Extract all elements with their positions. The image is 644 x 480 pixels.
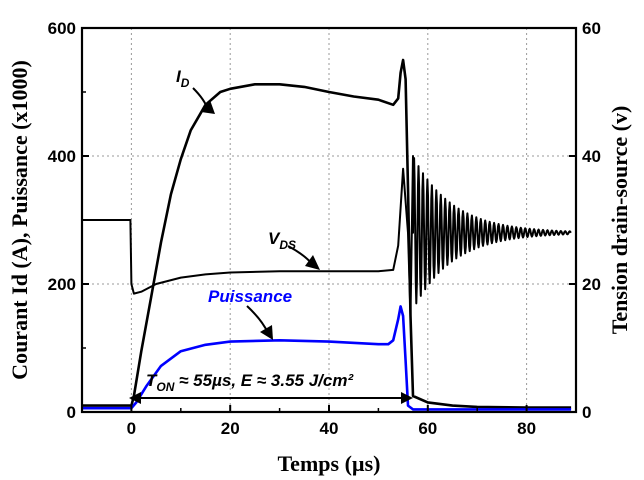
x-tick-label: 0 [127,419,136,438]
power-arrow-head [260,325,273,340]
y-right-axis-title: Tension drain-source (v) [607,106,632,335]
y-right-tick-label: 40 [582,147,601,166]
id-arrow-head [201,100,215,114]
y-right-tick-label: 60 [582,19,601,38]
ton-label: TON ≈ 55µs, E ≈ 3.55 J/cm² [146,371,354,394]
x-axis-title: Temps (µs) [278,451,381,476]
tick-labels: 0 20 40 60 80 0 200 400 600 0 20 40 60 [48,19,601,438]
y-left-tick-label: 200 [48,275,76,294]
x-tick-label: 80 [517,419,536,438]
series-v-ds-line [82,155,572,317]
x-tick-label: 20 [221,419,240,438]
x-tick-label: 60 [418,419,437,438]
series-layer [82,58,572,411]
y-left-tick-label: 400 [48,147,76,166]
grid [82,28,576,412]
series-puissance-line [82,305,572,411]
annotations: ID VDS Puissance TON ≈ 55µs, E ≈ 3.55 J/… [129,67,413,404]
ton-arrow-head-right [401,392,413,404]
vds-label: VDS [268,229,296,252]
id-label: ID [176,67,190,90]
series-i-d-line [82,58,572,409]
y-left-axis-title: Courant Id (A), Puissance (x1000) [7,60,32,380]
power-label: Puissance [208,287,292,306]
y-right-tick-label: 20 [582,275,601,294]
y-right-tick-label: 0 [582,403,591,422]
ticks [81,27,577,413]
x-tick-label: 40 [320,419,339,438]
ton-arrow-head-left [129,392,141,404]
power-arrow [246,305,269,334]
y-left-tick-label: 0 [67,403,76,422]
y-left-tick-label: 600 [48,19,76,38]
vds-arrow-head [305,255,320,270]
